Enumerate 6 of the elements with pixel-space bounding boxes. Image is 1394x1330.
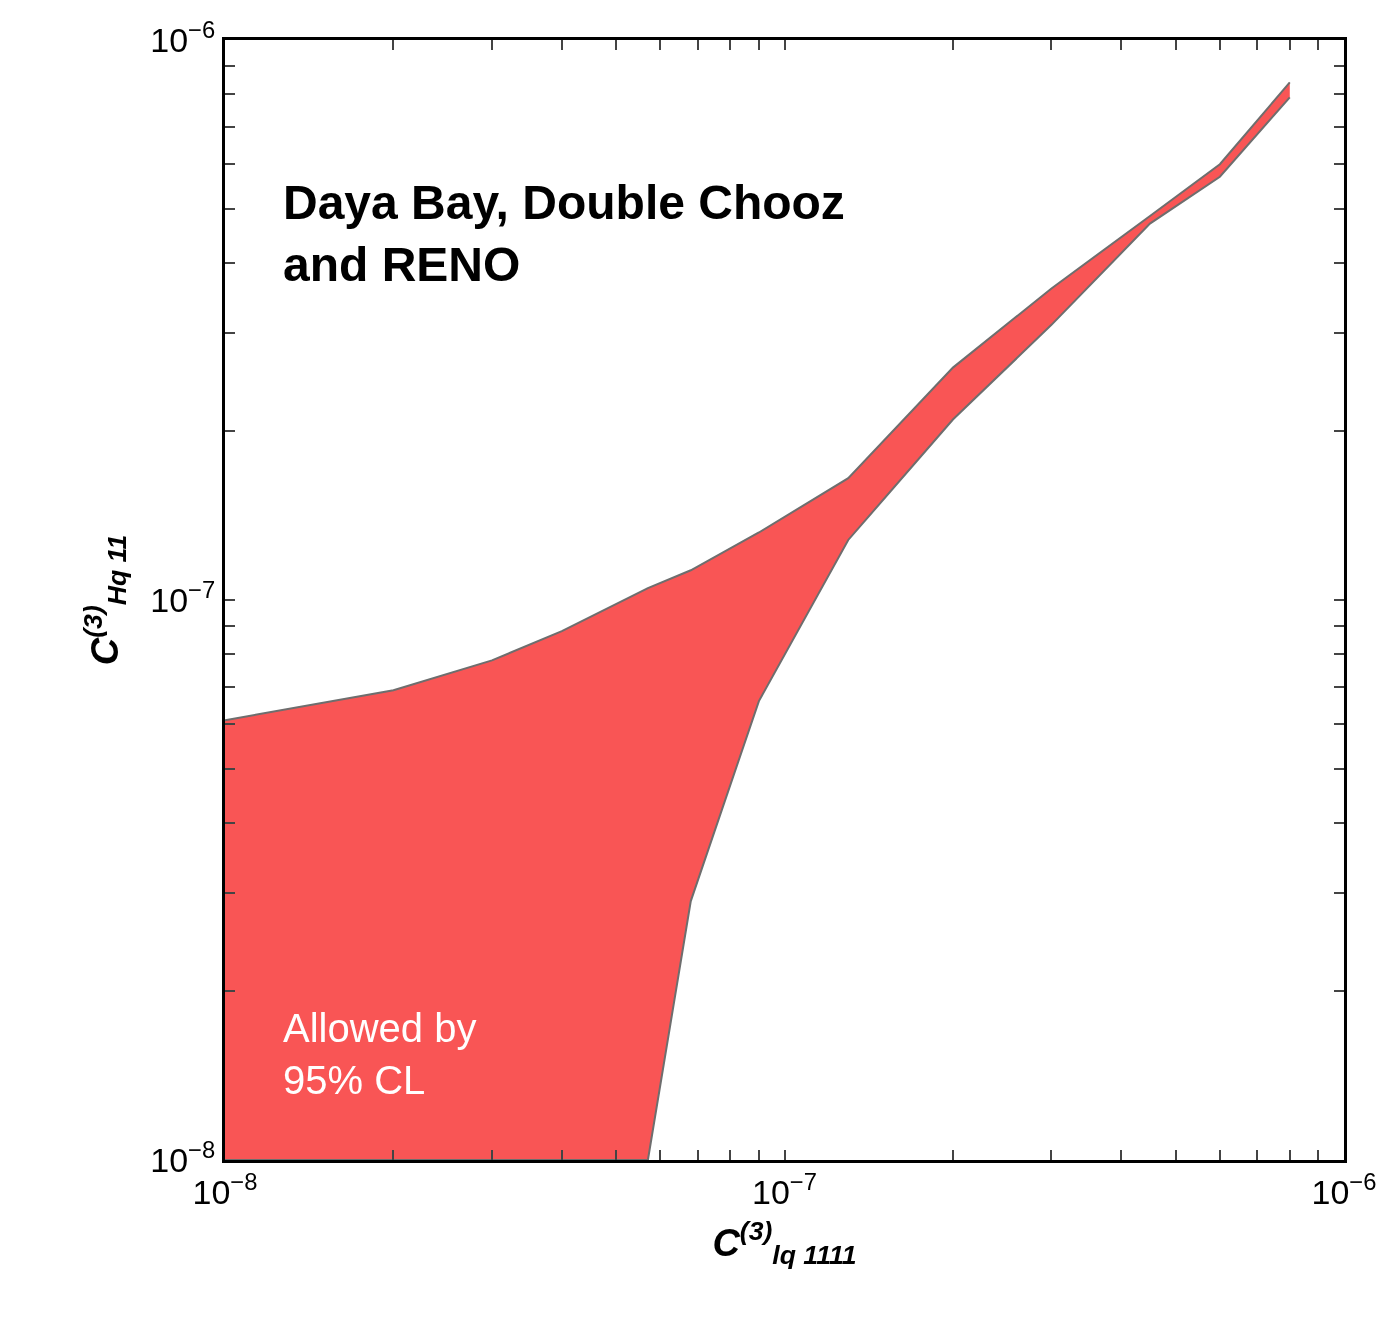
y-tick-label: 10$^{−7}$ <box>150 575 216 619</box>
x-tick-label: 10$^{−7}$ <box>752 1167 817 1211</box>
x-tick-label: 10$^{−6}$ <box>1311 1167 1377 1211</box>
annotation: Daya Bay, Double Chooz and RENO <box>283 176 845 292</box>
annotation: Allowed by 95% CL <box>283 1006 477 1102</box>
y-tick-label: 10$^{−6}$ <box>150 15 216 59</box>
